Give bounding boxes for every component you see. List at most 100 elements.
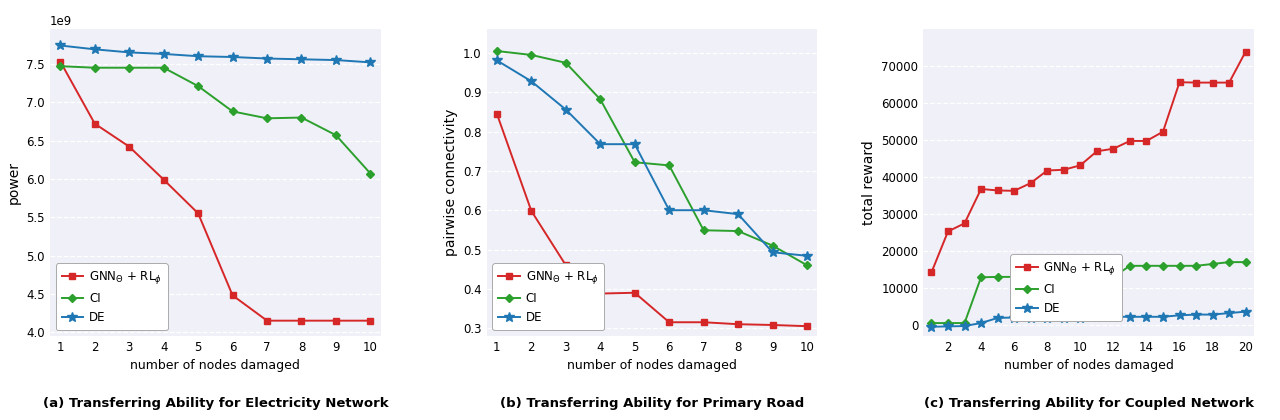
X-axis label: number of nodes damaged: number of nodes damaged [131, 360, 301, 373]
CI [191, 84, 206, 89]
GNN$_\Theta$ + RL$_\phi$ [731, 322, 746, 327]
DE [87, 47, 102, 52]
Text: (c) Transferring Ability for Coupled Network: (c) Transferring Ability for Coupled Net… [924, 397, 1253, 410]
GNN$_\Theta$ + RL$_\phi$ [1238, 49, 1253, 54]
GNN$_\Theta$ + RL$_\phi$ [662, 320, 677, 325]
DE [662, 208, 677, 213]
CI [524, 52, 539, 58]
DE [1238, 309, 1253, 314]
CI [765, 243, 781, 248]
GNN$_\Theta$ + RL$_\phi$ [1139, 139, 1155, 144]
Y-axis label: total reward: total reward [861, 140, 876, 225]
GNN$_\Theta$ + RL$_\phi$ [1221, 80, 1236, 85]
Line: CI: CI [494, 48, 810, 268]
DE [489, 58, 504, 63]
DE [1056, 315, 1071, 320]
CI [87, 65, 102, 70]
CI [731, 228, 746, 234]
GNN$_\Theta$ + RL$_\phi$ [1089, 149, 1105, 154]
GNN$_\Theta$ + RL$_\phi$ [87, 121, 102, 126]
GNN$_\Theta$ + RL$_\phi$ [1023, 181, 1038, 186]
GNN$_\Theta$ + RL$_\phi$ [1171, 80, 1187, 85]
DE [989, 315, 1005, 320]
DE [1188, 312, 1203, 317]
DE [122, 50, 137, 55]
Legend: GNN$_\Theta$ + RL$_\phi$, CI, DE: GNN$_\Theta$ + RL$_\phi$, CI, DE [56, 263, 168, 330]
CI [1006, 274, 1021, 279]
GNN$_\Theta$ + RL$_\phi$ [558, 263, 573, 268]
GNN$_\Theta$ + RL$_\phi$ [989, 188, 1005, 193]
CI [1204, 261, 1220, 266]
CI [627, 160, 643, 165]
GNN$_\Theta$ + RL$_\phi$ [765, 323, 781, 328]
GNN$_\Theta$ + RL$_\phi$ [52, 59, 68, 64]
CI [1139, 263, 1155, 268]
CI [225, 109, 241, 114]
GNN$_\Theta$ + RL$_\phi$ [1106, 146, 1121, 151]
GNN$_\Theta$ + RL$_\phi$ [593, 291, 608, 296]
GNN$_\Theta$ + RL$_\phi$ [1039, 168, 1055, 173]
DE [1023, 315, 1038, 320]
CI [1123, 263, 1138, 268]
DE [1006, 315, 1021, 320]
DE [696, 208, 712, 213]
DE [1156, 314, 1171, 319]
GNN$_\Theta$ + RL$_\phi$ [260, 318, 275, 323]
CI [662, 163, 677, 168]
DE [924, 324, 940, 329]
DE [957, 323, 973, 328]
DE [765, 250, 781, 255]
CI [973, 275, 988, 280]
DE [524, 79, 539, 84]
CI [156, 65, 172, 70]
DE [1039, 315, 1055, 320]
CI [989, 274, 1005, 279]
Line: GNN$_\Theta$ + RL$_\phi$: GNN$_\Theta$ + RL$_\phi$ [58, 58, 374, 324]
GNN$_\Theta$ + RL$_\phi$ [799, 324, 814, 329]
Y-axis label: power: power [6, 161, 20, 204]
DE [328, 58, 343, 63]
Line: CI: CI [58, 63, 374, 177]
CI [696, 228, 712, 233]
GNN$_\Theta$ + RL$_\phi$ [1056, 167, 1071, 172]
DE [558, 107, 573, 112]
CI [294, 115, 310, 120]
CI [1023, 274, 1038, 279]
Line: CI: CI [928, 259, 1249, 326]
DE [294, 57, 310, 62]
DE [362, 60, 378, 65]
Legend: GNN$_\Theta$ + RL$_\phi$, CI, DE: GNN$_\Theta$ + RL$_\phi$, CI, DE [493, 263, 604, 330]
GNN$_\Theta$ + RL$_\phi$ [225, 293, 241, 298]
CI [52, 64, 68, 69]
Line: GNN$_\Theta$ + RL$_\phi$: GNN$_\Theta$ + RL$_\phi$ [928, 48, 1249, 276]
DE [1221, 310, 1236, 315]
GNN$_\Theta$ + RL$_\phi$ [941, 229, 956, 234]
GNN$_\Theta$ + RL$_\phi$ [1188, 80, 1203, 85]
Line: DE: DE [492, 55, 812, 261]
GNN$_\Theta$ + RL$_\phi$ [973, 186, 988, 192]
GNN$_\Theta$ + RL$_\phi$ [957, 221, 973, 226]
CI [1073, 274, 1088, 279]
DE [52, 43, 68, 48]
X-axis label: number of nodes damaged: number of nodes damaged [567, 360, 737, 373]
CI [328, 133, 343, 138]
CI [941, 320, 956, 326]
CI [260, 116, 275, 121]
Line: GNN$_\Theta$ + RL$_\phi$: GNN$_\Theta$ + RL$_\phi$ [494, 111, 810, 329]
CI [593, 97, 608, 102]
CI [1106, 274, 1121, 279]
DE [225, 55, 241, 60]
DE [1123, 314, 1138, 319]
CI [362, 171, 378, 176]
DE [731, 212, 746, 217]
CI [1056, 274, 1071, 279]
GNN$_\Theta$ + RL$_\phi$ [696, 320, 712, 325]
GNN$_\Theta$ + RL$_\phi$ [191, 211, 206, 216]
GNN$_\Theta$ + RL$_\phi$ [1123, 139, 1138, 144]
GNN$_\Theta$ + RL$_\phi$ [122, 144, 137, 149]
DE [1139, 314, 1155, 319]
DE [1073, 315, 1088, 320]
DE [156, 51, 172, 56]
DE [941, 324, 956, 329]
GNN$_\Theta$ + RL$_\phi$ [1073, 163, 1088, 168]
